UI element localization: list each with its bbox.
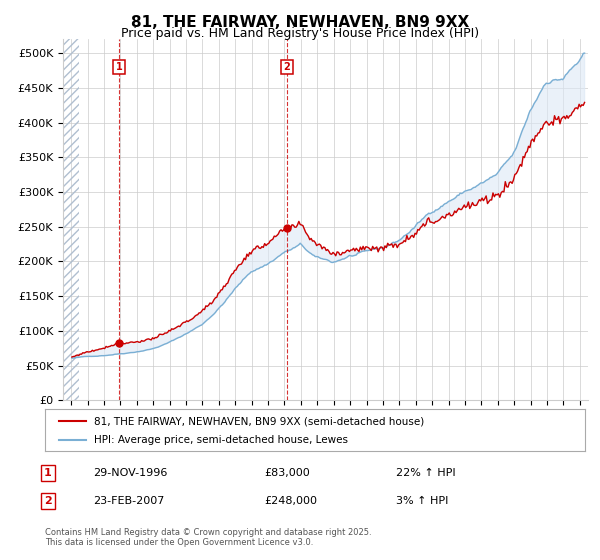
Text: 29-NOV-1996: 29-NOV-1996 <box>93 468 167 478</box>
Text: HPI: Average price, semi-detached house, Lewes: HPI: Average price, semi-detached house,… <box>94 435 347 445</box>
Text: Price paid vs. HM Land Registry's House Price Index (HPI): Price paid vs. HM Land Registry's House … <box>121 27 479 40</box>
Text: £248,000: £248,000 <box>264 496 317 506</box>
Text: 1: 1 <box>116 62 122 72</box>
Bar <box>63 39 79 400</box>
Text: 2: 2 <box>283 62 290 72</box>
Text: 81, THE FAIRWAY, NEWHAVEN, BN9 9XX (semi-detached house): 81, THE FAIRWAY, NEWHAVEN, BN9 9XX (semi… <box>94 417 424 426</box>
Text: 3% ↑ HPI: 3% ↑ HPI <box>396 496 448 506</box>
Text: 1: 1 <box>44 468 52 478</box>
Text: Contains HM Land Registry data © Crown copyright and database right 2025.
This d: Contains HM Land Registry data © Crown c… <box>45 528 371 547</box>
Text: 22% ↑ HPI: 22% ↑ HPI <box>396 468 455 478</box>
Text: 23-FEB-2007: 23-FEB-2007 <box>93 496 164 506</box>
Text: 81, THE FAIRWAY, NEWHAVEN, BN9 9XX: 81, THE FAIRWAY, NEWHAVEN, BN9 9XX <box>131 15 469 30</box>
Text: 2: 2 <box>44 496 52 506</box>
Text: £83,000: £83,000 <box>264 468 310 478</box>
